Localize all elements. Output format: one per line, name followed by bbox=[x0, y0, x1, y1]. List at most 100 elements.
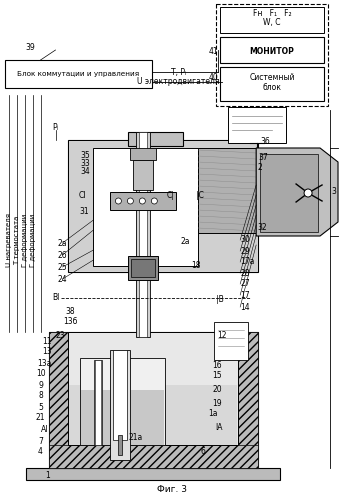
Text: 24: 24 bbox=[58, 274, 67, 283]
Bar bbox=[49, 445, 258, 468]
Bar bbox=[228, 107, 286, 143]
Text: 14: 14 bbox=[240, 302, 250, 312]
Bar bbox=[96, 360, 101, 445]
Bar bbox=[95, 360, 102, 445]
Text: 31: 31 bbox=[80, 208, 89, 216]
Circle shape bbox=[139, 198, 145, 204]
Text: 34: 34 bbox=[81, 166, 90, 175]
Bar bbox=[220, 37, 324, 63]
Text: блок: блок bbox=[263, 84, 282, 92]
Bar bbox=[110, 350, 130, 460]
Bar bbox=[198, 148, 256, 233]
Text: IA: IA bbox=[215, 424, 223, 432]
Text: 15: 15 bbox=[212, 372, 222, 380]
Bar bbox=[69, 141, 257, 271]
Text: 36: 36 bbox=[260, 138, 270, 146]
Text: 17: 17 bbox=[240, 290, 250, 300]
Text: 2a: 2a bbox=[58, 238, 67, 248]
Bar bbox=[130, 148, 156, 160]
Bar bbox=[216, 4, 328, 106]
Text: 37: 37 bbox=[258, 154, 268, 162]
Text: 21a: 21a bbox=[128, 434, 142, 442]
Text: T, Pᵢ: T, Pᵢ bbox=[171, 68, 186, 76]
Text: |B: |B bbox=[216, 296, 224, 304]
Text: 3: 3 bbox=[332, 188, 336, 196]
Text: T термостата: T термостата bbox=[13, 216, 20, 264]
Bar bbox=[49, 332, 69, 468]
Text: Системный: Системный bbox=[249, 74, 295, 82]
Text: Г деформации: Г деформации bbox=[22, 214, 28, 266]
Bar bbox=[220, 7, 324, 33]
Text: 26: 26 bbox=[58, 250, 67, 260]
Text: 33: 33 bbox=[81, 158, 90, 168]
Circle shape bbox=[127, 198, 134, 204]
Bar bbox=[93, 148, 198, 266]
Bar bbox=[114, 350, 127, 440]
Text: U электродвигателя: U электродвигателя bbox=[137, 78, 219, 86]
Text: 30: 30 bbox=[240, 236, 250, 244]
Bar bbox=[81, 390, 164, 445]
Text: 17a: 17a bbox=[240, 258, 255, 266]
Text: 4: 4 bbox=[38, 448, 43, 456]
Text: Cl: Cl bbox=[79, 190, 86, 200]
Text: 20: 20 bbox=[212, 386, 222, 394]
Bar bbox=[118, 435, 122, 455]
Circle shape bbox=[116, 198, 121, 204]
Bar bbox=[131, 259, 155, 277]
Bar bbox=[4, 60, 152, 88]
Text: 12: 12 bbox=[217, 330, 227, 340]
Text: 2: 2 bbox=[257, 164, 262, 172]
Text: 13: 13 bbox=[42, 348, 51, 356]
Bar bbox=[80, 358, 165, 445]
Bar bbox=[26, 468, 280, 480]
Bar bbox=[110, 192, 176, 210]
Text: 41: 41 bbox=[208, 46, 218, 56]
Text: Pᵢ: Pᵢ bbox=[52, 122, 59, 132]
Text: 28: 28 bbox=[240, 268, 250, 278]
Text: 29: 29 bbox=[240, 246, 250, 256]
Text: 21: 21 bbox=[36, 414, 45, 422]
Text: 19: 19 bbox=[212, 398, 222, 407]
Bar bbox=[69, 385, 237, 445]
Text: U нагревателя: U нагревателя bbox=[6, 213, 12, 267]
Text: 1: 1 bbox=[46, 472, 50, 480]
Bar bbox=[69, 140, 258, 272]
Text: 39: 39 bbox=[26, 42, 36, 51]
Circle shape bbox=[151, 198, 157, 204]
Text: Блок коммутации и управления: Блок коммутации и управления bbox=[17, 71, 139, 77]
Text: 23: 23 bbox=[56, 330, 65, 340]
Text: МОНИТОР: МОНИТОР bbox=[250, 46, 295, 56]
Text: 18: 18 bbox=[191, 260, 201, 270]
Bar bbox=[128, 256, 158, 280]
Text: Г деформации: Г деформации bbox=[30, 214, 36, 266]
Bar bbox=[128, 132, 183, 146]
Text: 11: 11 bbox=[42, 338, 51, 346]
Bar bbox=[136, 132, 150, 337]
Bar bbox=[69, 332, 238, 445]
Text: Bl: Bl bbox=[52, 292, 59, 302]
Bar bbox=[139, 132, 147, 337]
Text: 16: 16 bbox=[212, 360, 222, 370]
Bar bbox=[238, 332, 258, 468]
Text: 13a: 13a bbox=[37, 358, 52, 368]
Text: 13б: 13б bbox=[63, 316, 78, 326]
Text: 10: 10 bbox=[36, 370, 45, 378]
Text: 38: 38 bbox=[66, 308, 75, 316]
Bar bbox=[49, 332, 258, 468]
Text: 35: 35 bbox=[81, 150, 90, 160]
Text: Fн   F₁   F₂: Fн F₁ F₂ bbox=[253, 10, 292, 18]
Text: 40: 40 bbox=[208, 74, 218, 82]
Text: |C: |C bbox=[196, 190, 204, 200]
Text: 2a: 2a bbox=[180, 236, 190, 246]
Text: 1a: 1a bbox=[208, 410, 218, 418]
Text: 6: 6 bbox=[200, 448, 205, 456]
Circle shape bbox=[304, 189, 312, 197]
Text: 5: 5 bbox=[38, 402, 43, 411]
Text: 25: 25 bbox=[58, 262, 67, 272]
Text: 9: 9 bbox=[38, 380, 43, 390]
Text: W, C: W, C bbox=[263, 18, 281, 28]
Text: Al: Al bbox=[41, 426, 48, 434]
Text: 8: 8 bbox=[38, 392, 43, 400]
Polygon shape bbox=[256, 148, 338, 236]
Text: 7: 7 bbox=[38, 436, 43, 446]
